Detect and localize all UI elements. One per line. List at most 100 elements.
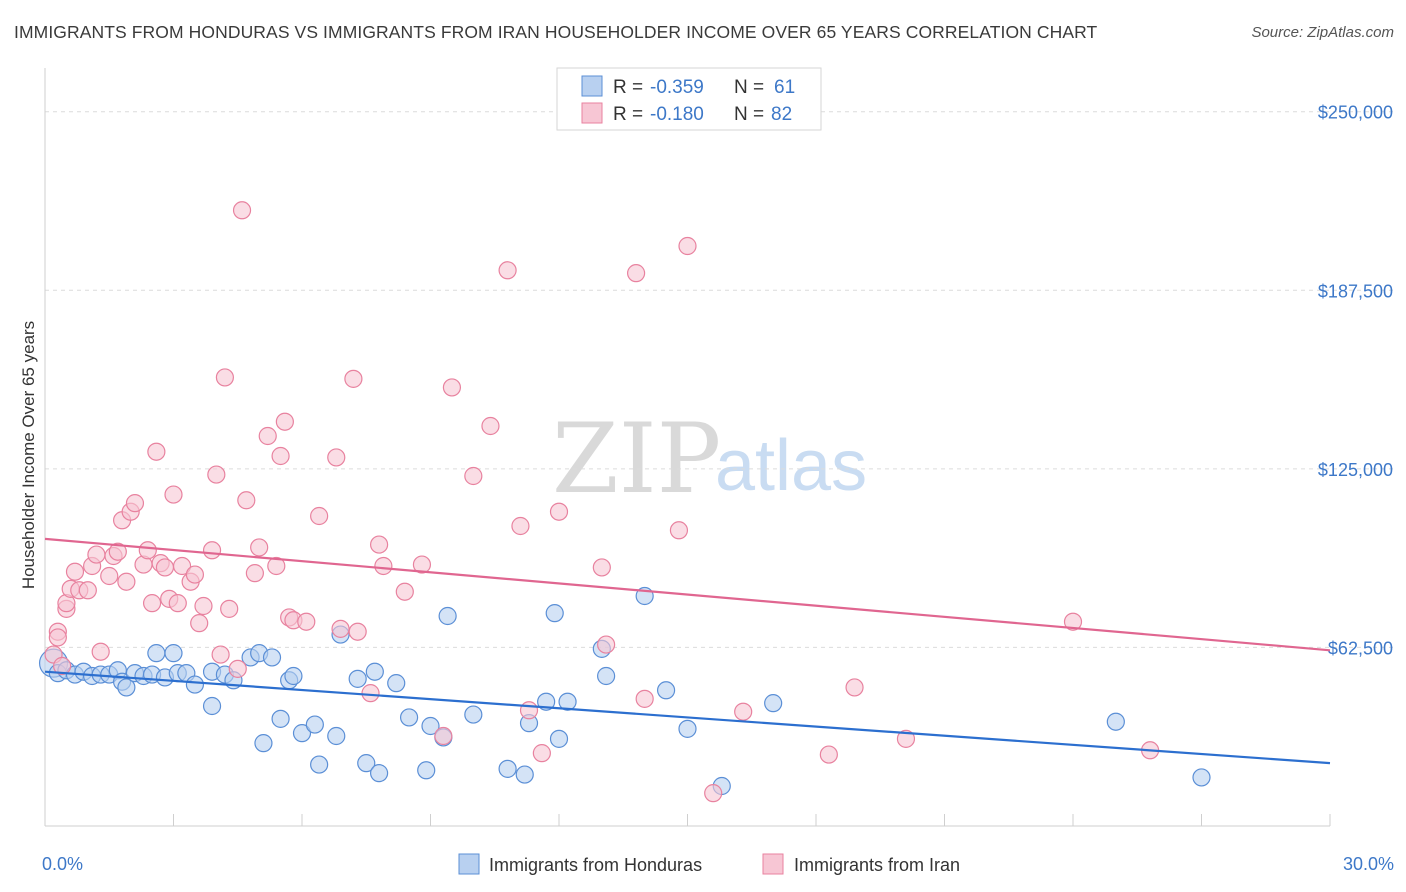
trend-lines [44, 537, 1331, 765]
point-series0-33 [310, 755, 329, 774]
point-series1-45 [267, 556, 286, 576]
trend-line-series1 [44, 537, 1331, 652]
point-series1-44 [258, 426, 277, 446]
point-series1-62 [442, 378, 462, 397]
point-series1-23 [147, 442, 166, 461]
point-series0-41 [399, 708, 419, 727]
point-series0-45 [438, 606, 457, 626]
point-series0-46 [464, 705, 483, 724]
point-series1-21 [138, 541, 157, 560]
point-series1-40 [232, 201, 252, 220]
chart-title: IMMIGRANTS FROM HONDURAS VS IMMIGRANTS F… [14, 22, 1098, 42]
point-series1-32 [190, 614, 209, 633]
point-series1-22 [142, 594, 162, 613]
legend-r-label-honduras: R = [613, 77, 648, 98]
point-series1-60 [412, 555, 432, 574]
grid-lines [45, 111, 1395, 648]
point-series0-57 [656, 681, 676, 700]
point-series1-33 [194, 596, 213, 616]
legend-r-value-iran: -0.180 [650, 104, 704, 125]
point-series0-32 [305, 715, 324, 734]
bottom-legend-swatch-honduras [458, 853, 480, 875]
point-series1-36 [211, 645, 230, 664]
x-tick-label-0: 0.0% [42, 854, 83, 874]
point-series1-37 [215, 368, 234, 387]
point-series1-57 [370, 535, 389, 554]
point-series0-62 [1192, 768, 1211, 787]
y-tick-labels: $62,500 $125,000 $187,500 $250,000 [1318, 103, 1393, 659]
point-series1-55 [348, 622, 367, 641]
point-series0-52 [549, 729, 569, 748]
point-series1-41 [237, 491, 256, 510]
bottom-legend: Immigrants from Honduras Immigrants from… [458, 853, 960, 875]
point-series1-12 [91, 642, 110, 661]
point-series0-50 [537, 692, 556, 711]
point-series1-80 [896, 729, 916, 748]
point-series1-76 [704, 784, 723, 803]
point-series1-79 [845, 678, 864, 697]
point-series1-68 [532, 744, 551, 763]
point-series0-27 [262, 648, 282, 667]
y-tick-label-3: $250,000 [1318, 103, 1393, 123]
legend-swatch-honduras [581, 75, 603, 97]
axes [44, 68, 1331, 827]
point-series1-34 [202, 541, 222, 560]
point-series0-26 [254, 734, 273, 753]
point-series0-51 [545, 604, 564, 623]
x-tick-label-1: 30.0% [1343, 854, 1394, 874]
point-series1-59 [395, 582, 414, 601]
point-series1-61 [434, 726, 453, 746]
point-series1-17 [117, 572, 136, 591]
trend-line-series0 [44, 670, 1331, 765]
legend-n-label-iran: N = [734, 104, 769, 125]
point-series1-31 [185, 565, 205, 584]
point-series1-43 [250, 538, 269, 557]
point-series0-42 [417, 761, 436, 780]
point-series1-77 [734, 702, 753, 721]
watermark-zip: ZIP [552, 403, 721, 515]
point-series1-63 [464, 466, 483, 486]
watermark-atlas: atlas [715, 426, 867, 506]
point-series0-43 [421, 716, 440, 736]
point-series1-35 [207, 465, 226, 484]
y-tick-label-2: $187,500 [1318, 281, 1393, 301]
point-series1-74 [669, 521, 689, 540]
point-series1-69 [549, 502, 569, 521]
point-series1-27 [164, 485, 183, 504]
legend-n-label-honduras: N = [734, 77, 769, 98]
data-points [38, 201, 1211, 803]
point-series1-73 [635, 689, 654, 708]
legend-r-value-honduras: -0.359 [650, 77, 704, 98]
point-series1-9 [78, 581, 97, 600]
legend-n-value-honduras: 61 [774, 77, 795, 98]
y-axis-label: Householder Income Over 65 years [19, 321, 38, 589]
point-series0-10 [117, 678, 136, 697]
point-series0-28 [271, 709, 290, 728]
point-series1-67 [519, 701, 539, 720]
point-series1-47 [275, 412, 294, 431]
point-series1-72 [626, 264, 646, 283]
point-series0-38 [365, 662, 384, 681]
y-tick-label-0: $62,500 [1328, 638, 1393, 658]
top-legend: R = -0.359 N = 61 R = -0.180 N = 82 [556, 67, 822, 131]
point-series1-3 [53, 656, 72, 676]
point-series1-42 [245, 564, 264, 583]
point-series0-60 [764, 694, 783, 713]
point-series0-55 [597, 666, 616, 686]
point-series0-53 [558, 692, 577, 711]
legend-n-value-iran: 82 [771, 104, 792, 125]
point-series1-50 [297, 612, 316, 631]
legend-r-label-iran: R = [613, 104, 648, 125]
y-tick-label-1: $125,000 [1318, 460, 1393, 480]
point-series1-38 [220, 599, 239, 618]
point-series0-61 [1106, 712, 1125, 731]
point-series1-54 [344, 369, 363, 388]
point-series1-15 [108, 542, 127, 561]
point-series0-48 [515, 765, 534, 784]
point-series1-2 [48, 628, 67, 647]
point-series1-78 [819, 745, 838, 764]
point-series0-14 [147, 644, 166, 663]
point-series1-81 [1063, 612, 1083, 631]
point-series0-47 [498, 759, 517, 778]
point-series0-21 [202, 696, 222, 716]
